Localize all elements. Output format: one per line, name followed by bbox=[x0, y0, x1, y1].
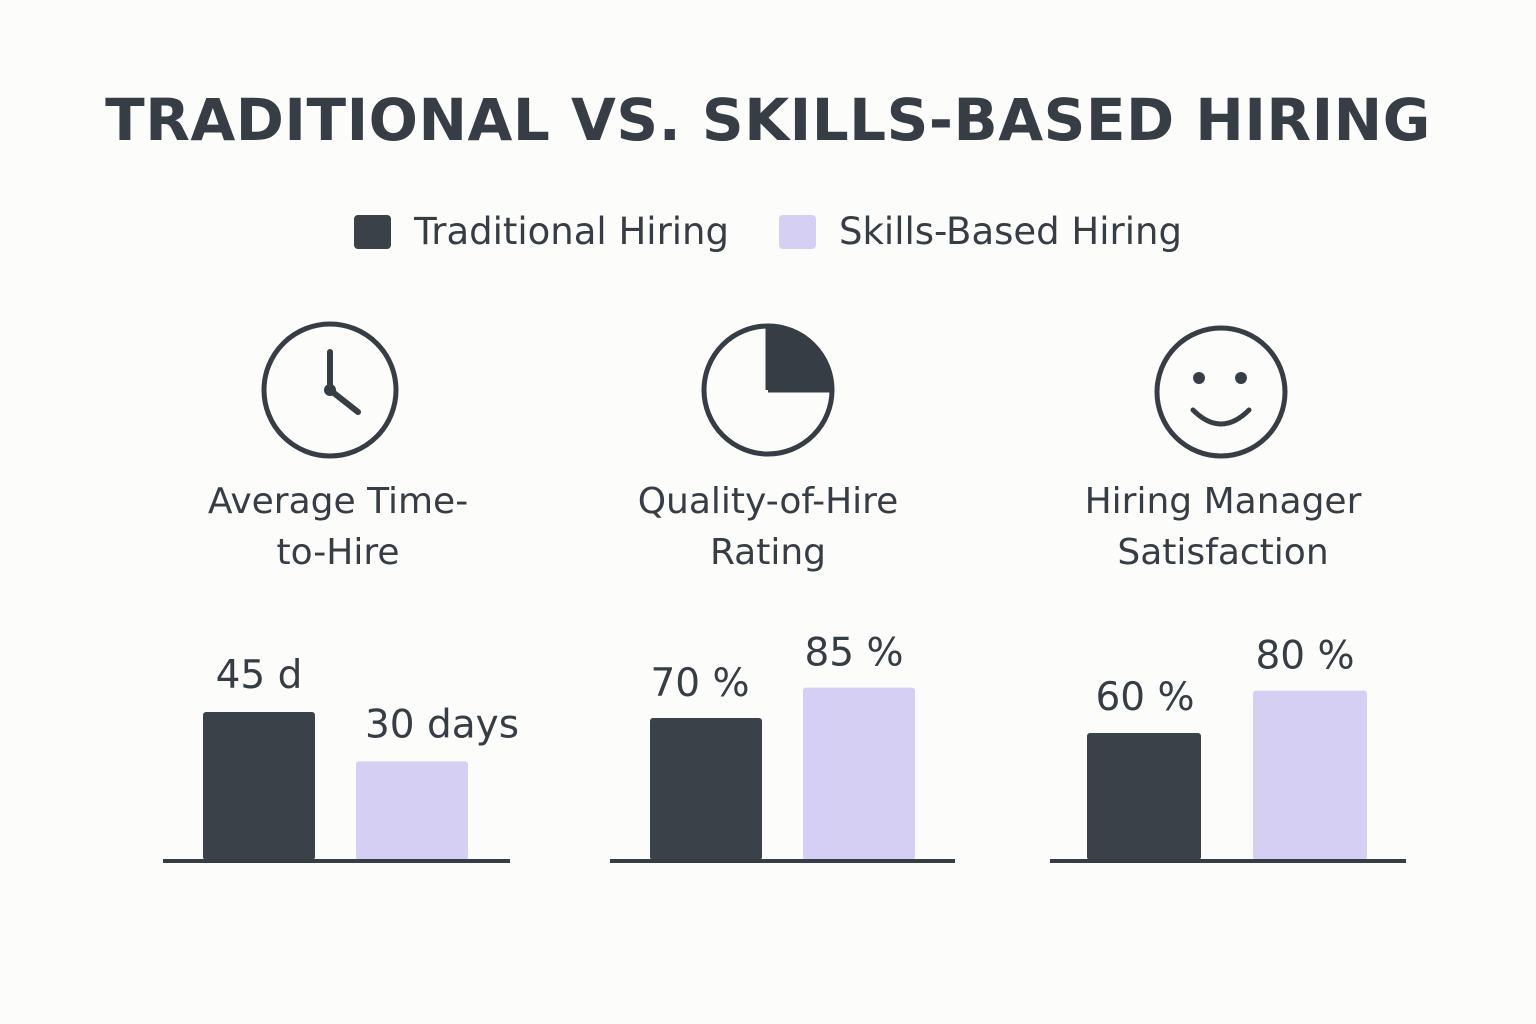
legend-item-skills-based: Skills-Based Hiring bbox=[779, 210, 1182, 253]
bar-skills-based bbox=[356, 761, 468, 860]
legend-swatch-skills-based bbox=[779, 214, 816, 249]
bar-skills-based bbox=[1253, 690, 1367, 860]
bar-value-label: 45 d bbox=[216, 653, 303, 698]
legend-item-traditional: Traditional Hiring bbox=[354, 210, 729, 253]
bar-traditional bbox=[203, 712, 315, 860]
metric-label-line-1: Average Time- bbox=[207, 481, 469, 522]
metric-label-quality-of-hire: Quality-of-Hire Rating bbox=[548, 476, 988, 578]
bar-traditional bbox=[1087, 733, 1201, 860]
clock-icon bbox=[260, 320, 400, 460]
legend-label-traditional: Traditional Hiring bbox=[414, 210, 729, 253]
bar-value-label: 85 % bbox=[804, 631, 903, 676]
metric-label-time-to-hire: Average Time- to-Hire bbox=[118, 476, 558, 578]
legend-label-skills-based: Skills-Based Hiring bbox=[839, 210, 1182, 253]
bar-group-2: 60 % 80 % bbox=[1050, 634, 1406, 863]
bar-value-label: 30 days bbox=[365, 702, 519, 747]
metric-label-manager-satisfaction: Hiring Manager Satisfaction bbox=[1003, 476, 1443, 578]
bar-skills-based bbox=[803, 687, 915, 860]
pie-chart-icon bbox=[698, 320, 838, 460]
bar-value-label: 80 % bbox=[1255, 634, 1354, 679]
metric-label-line-1: Quality-of-Hire bbox=[637, 481, 899, 522]
chart-title: TRADITIONAL VS. SKILLS-BASED HIRING bbox=[105, 86, 1431, 154]
metric-label-line-1: Hiring Manager bbox=[1084, 481, 1362, 522]
legend-swatch-traditional bbox=[354, 214, 392, 249]
bar-value-label: 60 % bbox=[1095, 675, 1194, 720]
metric-label-line-2: to-Hire bbox=[276, 532, 400, 573]
metric-label-line-2: Rating bbox=[709, 532, 827, 573]
bar-traditional bbox=[650, 718, 762, 860]
smiley-face-icon bbox=[1153, 320, 1293, 460]
bar-group-1: 70 % 85 % bbox=[610, 631, 955, 863]
legend: Traditional Hiring Skills-Based Hiring bbox=[0, 210, 1536, 253]
bar-value-label: 70 % bbox=[650, 661, 749, 706]
metric-label-line-2: Satisfaction bbox=[1117, 532, 1329, 573]
bar-group-0: 45 d 30 days bbox=[163, 653, 519, 863]
